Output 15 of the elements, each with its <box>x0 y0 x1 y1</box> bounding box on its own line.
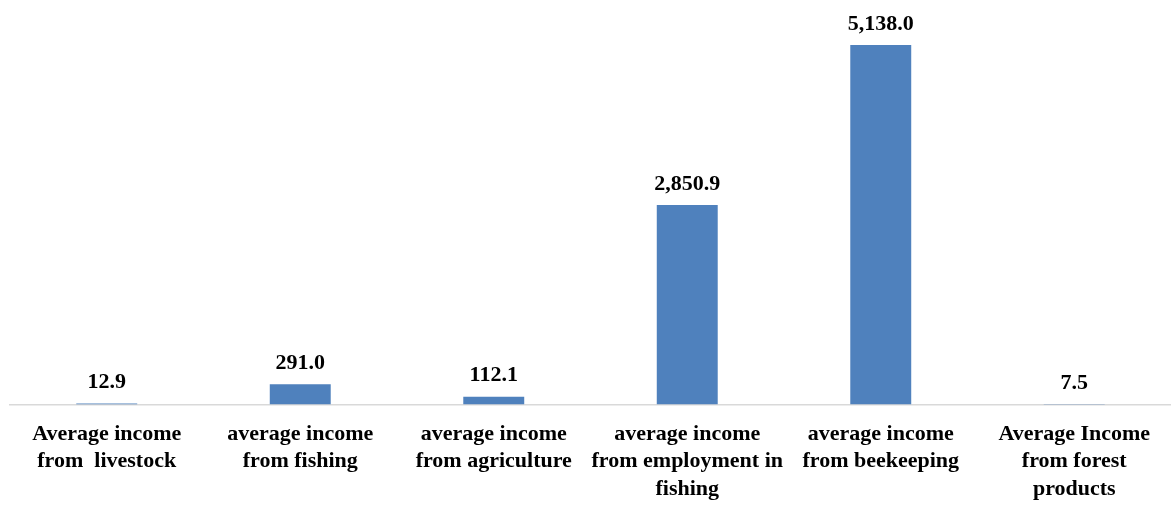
data-label: 291.0 <box>275 348 325 374</box>
bar <box>656 205 718 405</box>
x-tick-label: Average Income from forest products <box>998 419 1151 500</box>
bar <box>850 45 912 405</box>
x-tick-label: Average income from livestock <box>32 419 182 473</box>
x-tick-label: average income from agriculture <box>415 419 573 473</box>
x-tick-label: average income from fishing <box>227 419 374 473</box>
bar <box>269 384 331 405</box>
data-label: 5,138.0 <box>847 9 914 35</box>
data-label: 7.5 <box>1060 368 1088 394</box>
data-label: 2,850.9 <box>654 169 721 195</box>
data-label: 12.9 <box>87 368 126 394</box>
data-label: 112.1 <box>469 361 518 387</box>
x-tick-label: average income from employment in fishing <box>591 419 783 500</box>
x-tick-label: average income from beekeeping <box>802 419 960 473</box>
